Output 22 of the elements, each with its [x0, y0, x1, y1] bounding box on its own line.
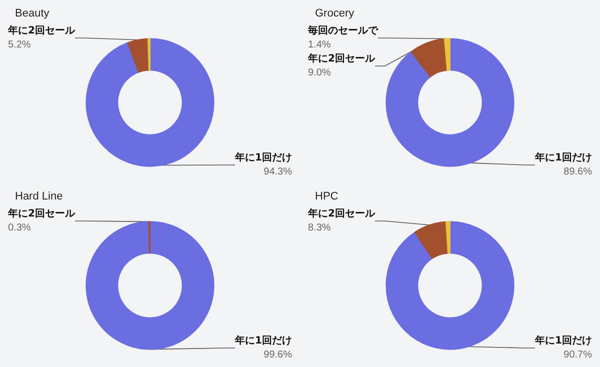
slice-label: 毎回のセールで — [307, 24, 379, 36]
slice-label: 年に1回だけ — [234, 334, 292, 346]
data-label: 89.6% — [564, 166, 592, 178]
slice-label: 年に1回だけ — [534, 334, 592, 346]
data-label: 94.3% — [264, 166, 292, 178]
slice-label: 年に1回だけ — [234, 152, 292, 164]
slice-label: 年に1回だけ — [534, 152, 592, 164]
data-label: 90.7% — [564, 350, 592, 360]
data-label: 0.3% — [8, 222, 31, 234]
slice-label: 年に2回セール — [307, 208, 376, 220]
data-label: 8.3% — [308, 222, 331, 234]
slice-label: 年に2回セール — [7, 208, 76, 220]
data-label: 99.6% — [264, 350, 292, 360]
chart-title: Hard Line — [15, 190, 63, 202]
slice-label: 年に2回セール — [7, 24, 76, 36]
data-label: 1.4% — [308, 40, 331, 50]
chart-title: Grocery — [315, 8, 355, 20]
data-label: 9.0% — [308, 68, 331, 78]
chart-title: Beauty — [15, 8, 50, 20]
slice-label: 年に2回セール — [307, 52, 376, 64]
data-label: 5.2% — [8, 40, 31, 50]
chart-title: HPC — [315, 190, 338, 202]
